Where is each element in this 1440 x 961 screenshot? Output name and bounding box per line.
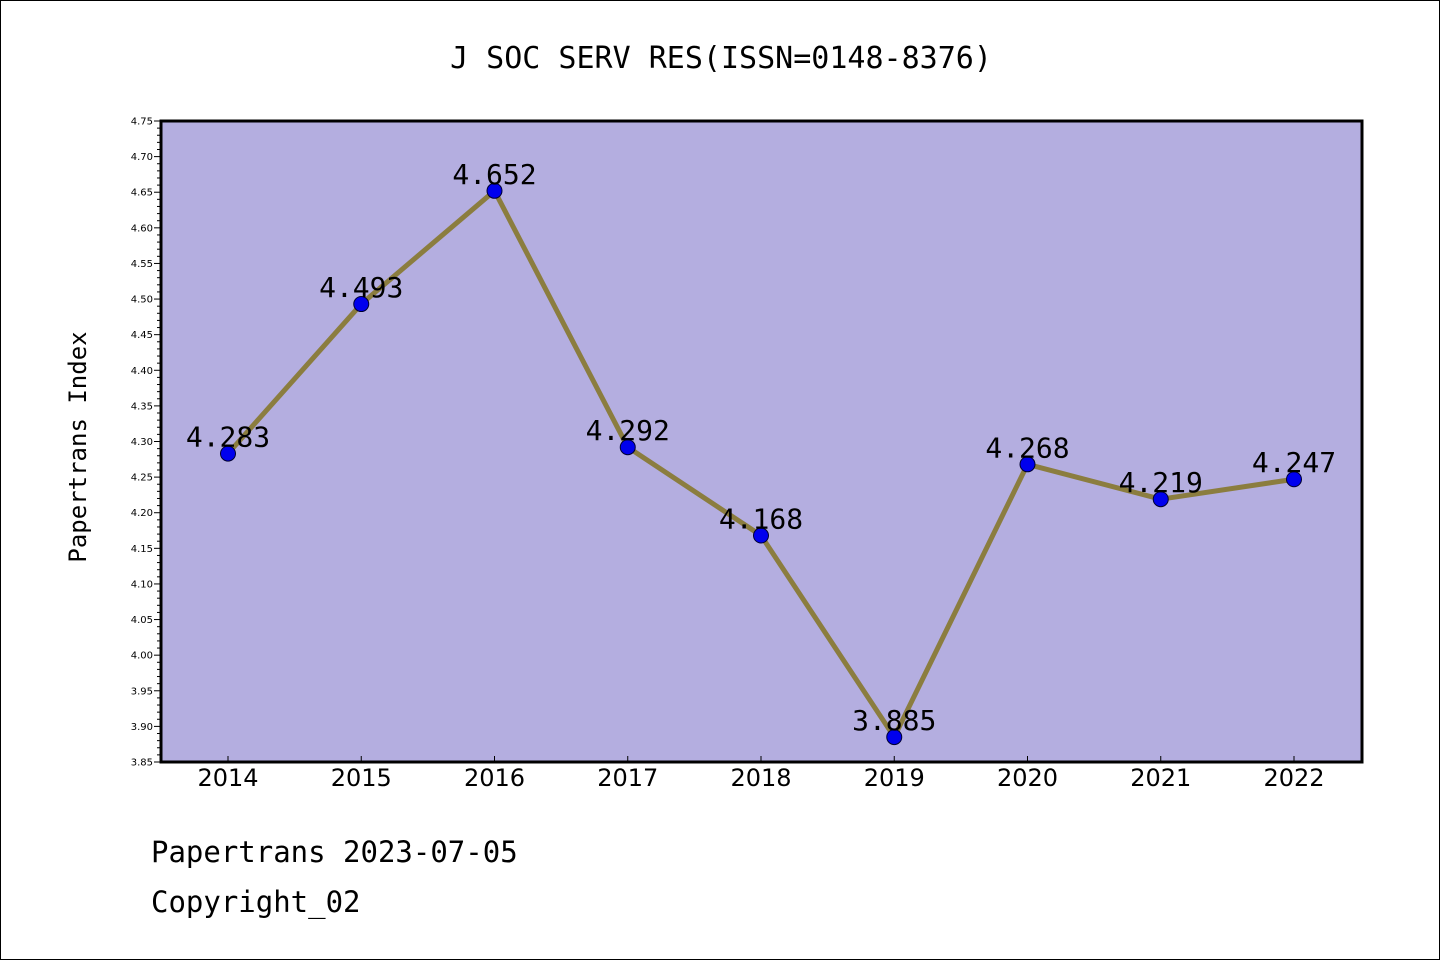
footer-date: Papertrans 2023-07-05	[151, 835, 518, 869]
y-tick-label: 4.25	[131, 473, 153, 484]
data-label: 4.219	[1119, 466, 1203, 499]
y-tick-label: 4.60	[131, 223, 153, 234]
data-point	[220, 445, 236, 462]
footer-copyright: Copyright_02	[151, 885, 361, 919]
y-tick-label: 4.75	[131, 117, 153, 128]
data-label: 4.652	[452, 158, 536, 191]
x-tick-label: 2018	[730, 764, 791, 792]
data-point	[1019, 456, 1036, 473]
data-label: 4.247	[1252, 446, 1336, 479]
y-tick-label: 3.90	[131, 722, 153, 733]
plot-area	[159, 119, 1364, 764]
y-tick-label: 4.30	[131, 437, 153, 448]
x-tick-label: 2021	[1130, 764, 1191, 792]
y-tick-label: 4.20	[131, 508, 153, 519]
x-axis: 2014 2015 2016 2017 2018 2019 2020 2021 2022	[197, 756, 1325, 792]
x-tick-label: 2017	[597, 764, 658, 792]
y-tick-label: 3.85	[131, 758, 153, 769]
data-label: 4.168	[719, 503, 803, 536]
data-point	[1152, 491, 1169, 508]
data-label: 3.885	[852, 704, 936, 737]
x-tick-label: 2016	[464, 764, 525, 792]
y-tick-label: 4.70	[131, 152, 153, 163]
data-point	[753, 527, 769, 544]
data-label: 4.268	[985, 431, 1069, 464]
chart-title: J SOC SERV RES(ISSN=0148-8376)	[450, 41, 992, 76]
y-tick-label: 4.55	[131, 259, 153, 270]
y-tick-label: 4.10	[131, 579, 153, 590]
data-point	[886, 729, 903, 746]
data-point	[353, 296, 370, 313]
y-axis: 3.85 3.90 3.95 4.00 4.05 4.10 4.15 4.20 4.25 4.30…	[131, 117, 161, 769]
x-tick-label: 2019	[864, 764, 925, 792]
y-tick-label: 3.95	[131, 686, 153, 697]
x-tick-label: 2014	[197, 764, 258, 792]
data-label: 4.292	[586, 414, 670, 447]
data-label: 4.493	[319, 271, 403, 304]
y-tick-label: 4.45	[131, 330, 153, 341]
y-tick-label: 4.35	[131, 401, 153, 412]
x-tick-label: 2022	[1263, 764, 1324, 792]
x-tick-label: 2015	[331, 764, 392, 792]
y-tick-label: 4.15	[131, 544, 153, 555]
y-axis-label: Papertrans Index	[64, 331, 92, 562]
data-point	[1286, 471, 1302, 488]
data-label: 4.283	[186, 421, 270, 454]
data-point	[486, 182, 503, 199]
data-point	[619, 439, 636, 456]
y-tick-label: 4.65	[131, 188, 153, 199]
x-tick-label: 2020	[997, 764, 1058, 792]
series-layer	[220, 182, 1302, 746]
y-tick-label: 4.05	[131, 615, 153, 626]
y-tick-label: 4.40	[131, 366, 153, 377]
data-labels: 4.283 4.493 4.652 4.292 4.168 3.885 4.268 4.219…	[186, 158, 1336, 737]
y-tick-label: 4.50	[131, 295, 153, 306]
y-tick-label: 4.00	[131, 651, 153, 662]
